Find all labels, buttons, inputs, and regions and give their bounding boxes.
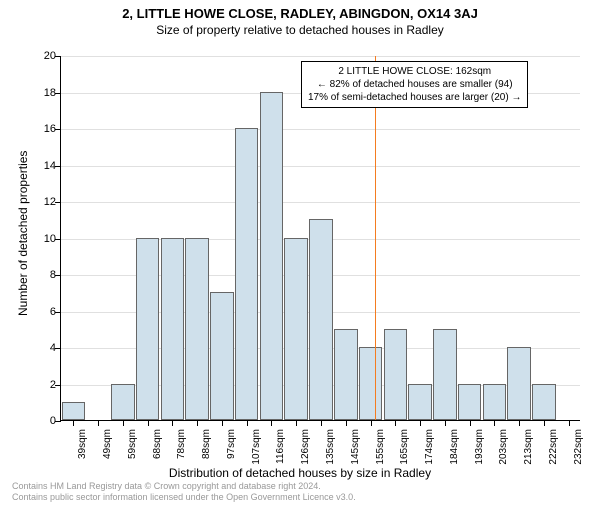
- x-axis-label: Distribution of detached houses by size …: [0, 466, 600, 480]
- bar: [62, 402, 86, 420]
- x-tick: [321, 420, 322, 426]
- x-tick-label: 203sqm: [498, 429, 509, 465]
- bar: [433, 329, 457, 420]
- x-tick-label: 126sqm: [300, 429, 311, 465]
- bar: [235, 128, 259, 420]
- x-tick-label: 135sqm: [325, 429, 336, 465]
- bar: [185, 238, 209, 421]
- x-tick-label: 165sqm: [399, 429, 410, 465]
- x-tick-label: 174sqm: [424, 429, 435, 465]
- y-axis-label: Number of detached properties: [16, 151, 30, 316]
- bar: [210, 292, 234, 420]
- bar: [284, 238, 308, 421]
- annotation-line-3: 17% of semi-detached houses are larger (…: [308, 91, 521, 104]
- annotation-line-1: 2 LITTLE HOWE CLOSE: 162sqm: [308, 65, 521, 78]
- y-tick-label: 10: [44, 233, 56, 245]
- highlight-marker: [375, 56, 376, 420]
- y-tick-label: 6: [50, 306, 56, 318]
- x-tick-label: 68sqm: [152, 429, 163, 459]
- x-tick: [271, 420, 272, 426]
- x-tick: [222, 420, 223, 426]
- x-tick: [73, 420, 74, 426]
- bar: [458, 384, 482, 421]
- x-tick: [445, 420, 446, 426]
- annotation-line-2: ← 82% of detached houses are smaller (94…: [308, 78, 521, 91]
- x-tick: [247, 420, 248, 426]
- x-tick-label: 222sqm: [548, 429, 559, 465]
- bar: [507, 347, 531, 420]
- x-tick-label: 193sqm: [474, 429, 485, 465]
- bar: [384, 329, 408, 420]
- x-tick: [98, 420, 99, 426]
- footer-line-1: Contains HM Land Registry data © Crown c…: [12, 481, 356, 492]
- y-tick-label: 12: [44, 196, 56, 208]
- x-tick: [544, 420, 545, 426]
- x-tick: [172, 420, 173, 426]
- bar: [136, 238, 160, 421]
- plot-area: 0246810121416182039sqm49sqm59sqm68sqm78s…: [60, 56, 580, 421]
- chart-subtitle: Size of property relative to detached ho…: [0, 23, 600, 37]
- x-tick: [569, 420, 570, 426]
- x-tick-label: 232sqm: [573, 429, 584, 465]
- x-tick-label: 155sqm: [375, 429, 386, 465]
- bar: [359, 347, 383, 420]
- bar: [260, 92, 284, 421]
- bar: [408, 384, 432, 421]
- y-tick-label: 18: [44, 87, 56, 99]
- x-tick-label: 78sqm: [176, 429, 187, 459]
- x-tick-label: 107sqm: [251, 429, 262, 465]
- gridline: [61, 166, 580, 167]
- x-tick-label: 97sqm: [226, 429, 237, 459]
- x-tick: [420, 420, 421, 426]
- bar: [483, 384, 507, 421]
- x-tick-label: 145sqm: [350, 429, 361, 465]
- x-tick: [494, 420, 495, 426]
- y-tick-label: 8: [50, 269, 56, 281]
- x-tick: [197, 420, 198, 426]
- y-tick-label: 2: [50, 379, 56, 391]
- bar: [111, 384, 135, 421]
- y-tick-label: 4: [50, 342, 56, 354]
- footer-line-2: Contains public sector information licen…: [12, 492, 356, 503]
- x-tick-label: 184sqm: [449, 429, 460, 465]
- gridline: [61, 56, 580, 57]
- y-tick-label: 16: [44, 123, 56, 135]
- y-tick-label: 20: [44, 50, 56, 62]
- x-tick: [346, 420, 347, 426]
- x-tick: [395, 420, 396, 426]
- x-tick: [371, 420, 372, 426]
- x-tick-label: 213sqm: [523, 429, 534, 465]
- x-tick: [519, 420, 520, 426]
- bar: [161, 238, 185, 421]
- x-tick: [296, 420, 297, 426]
- gridline: [61, 202, 580, 203]
- y-tick-label: 14: [44, 160, 56, 172]
- bar: [309, 219, 333, 420]
- bar: [334, 329, 358, 420]
- bar: [532, 384, 556, 421]
- x-tick: [148, 420, 149, 426]
- x-tick: [470, 420, 471, 426]
- x-tick-label: 39sqm: [77, 429, 88, 459]
- x-tick: [123, 420, 124, 426]
- x-tick-label: 116sqm: [275, 429, 286, 464]
- y-tick-label: 0: [50, 415, 56, 427]
- annotation-box: 2 LITTLE HOWE CLOSE: 162sqm← 82% of deta…: [301, 61, 528, 108]
- x-tick-label: 59sqm: [127, 429, 138, 459]
- x-tick-label: 88sqm: [201, 429, 212, 459]
- x-tick-label: 49sqm: [102, 429, 113, 459]
- chart-title: 2, LITTLE HOWE CLOSE, RADLEY, ABINGDON, …: [0, 6, 600, 21]
- gridline: [61, 129, 580, 130]
